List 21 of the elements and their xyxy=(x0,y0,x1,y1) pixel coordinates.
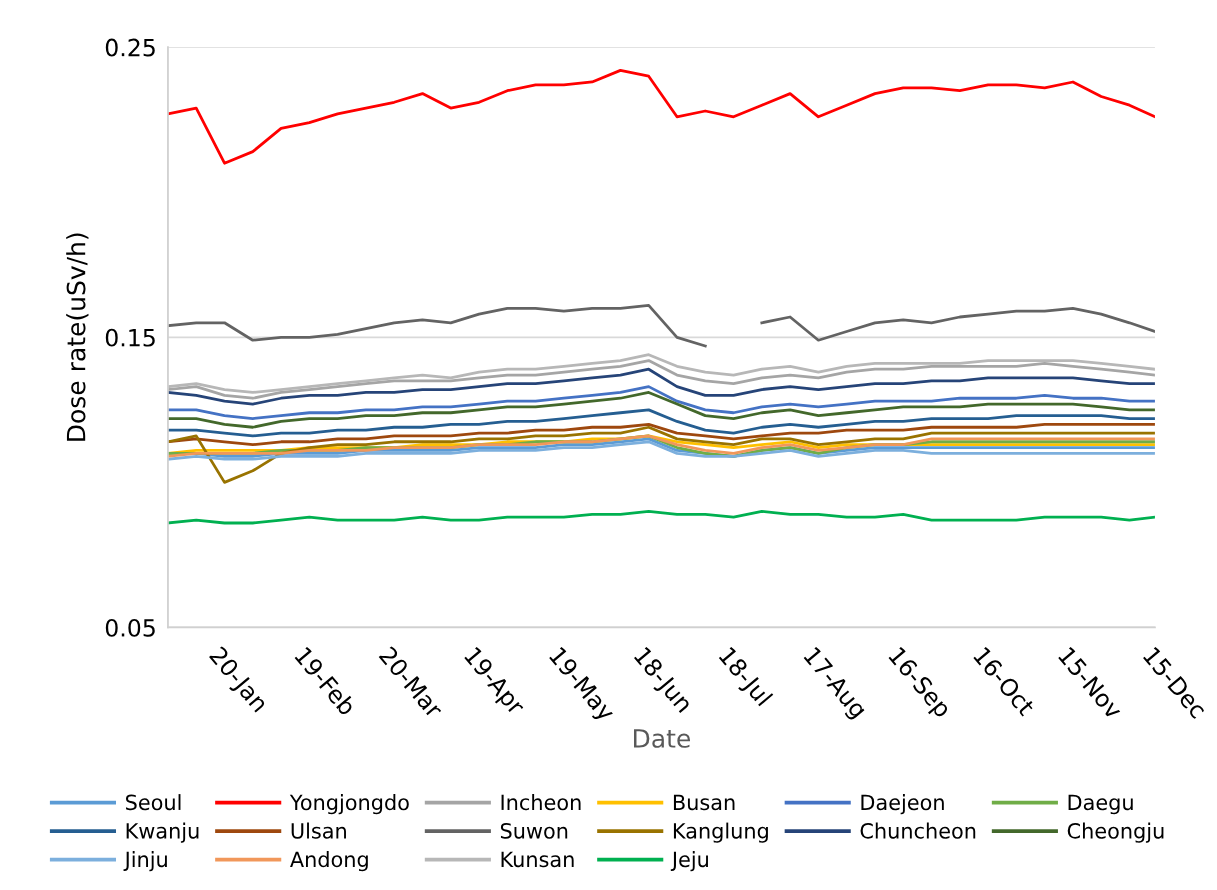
legend-label: Seoul xyxy=(126,794,181,811)
legend-label: Jinju xyxy=(123,851,167,872)
y-tick-label: 0.15 xyxy=(105,328,155,347)
legend-label: Ulsan xyxy=(291,822,346,839)
legend-label: Andong xyxy=(290,851,368,872)
legend-label: Yongjongdo xyxy=(289,794,409,815)
legend-label: Suwon xyxy=(500,822,568,839)
legend-label: Jeju xyxy=(670,851,708,872)
legend-label: Kanglung xyxy=(673,822,768,843)
legend-label: Busan xyxy=(673,794,735,811)
y-tick-label: 0.05 xyxy=(105,618,155,637)
legend-label: Kunsan xyxy=(501,851,574,868)
x-axis-title: Date xyxy=(634,729,690,748)
legend-label: Daejeon xyxy=(861,794,944,815)
legend-label: Incheon xyxy=(501,794,581,811)
legend-label: Daegu xyxy=(1068,794,1133,815)
legend-label: Kwanju xyxy=(126,822,199,843)
y-axis-title: Dose rate(uSv/h) xyxy=(66,233,89,441)
legend-label: Cheongju xyxy=(1067,822,1164,843)
legend-label: Chuncheon xyxy=(860,822,976,839)
y-tick-label: 0.25 xyxy=(105,38,155,57)
